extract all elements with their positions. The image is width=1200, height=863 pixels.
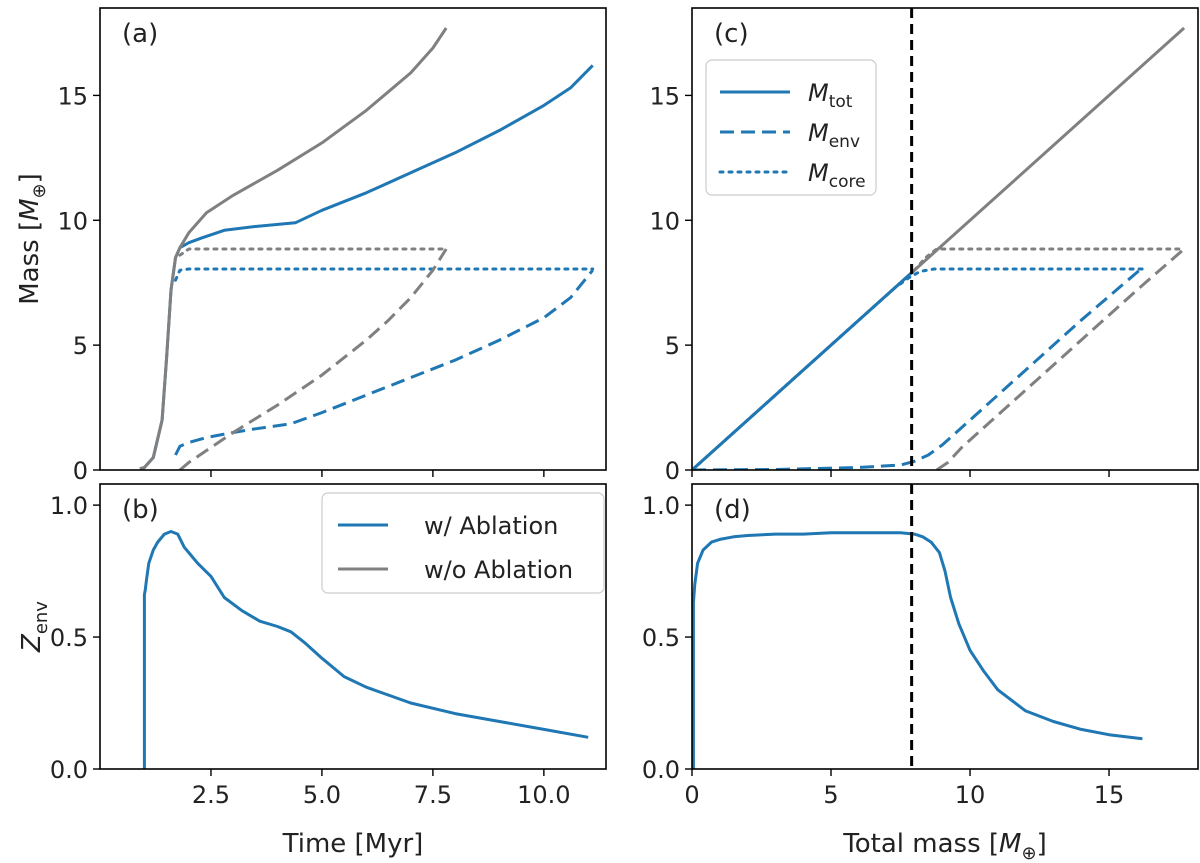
series-env-with-ablation-line (174, 269, 594, 456)
y-axis-label: Zenv (17, 601, 52, 653)
legend: w/ Ablation w/o Ablation (321, 492, 605, 594)
x-tick-label: 7.5 (414, 781, 452, 809)
series-group (142, 530, 589, 769)
plot-frame (99, 7, 607, 471)
x-tick-label: 5.0 (303, 781, 341, 809)
y-tick-label: 15 (649, 82, 680, 110)
x-tick-label: 5 (823, 781, 838, 809)
y-tick-label: 5 (73, 332, 88, 360)
legend-entry: Menv (808, 119, 860, 152)
panel-d: 0 5 10 15 0.0 0.5 1.0 (d) Total mass [M⊕] (642, 483, 1199, 863)
x-tick-label: 2.5 (192, 781, 230, 809)
y-tick-label: 0.0 (642, 756, 680, 784)
series-env-without-ablation-line (935, 247, 1186, 470)
y-tick-label: 0.5 (642, 624, 680, 652)
series-group (139, 27, 595, 470)
series-env-without-ablation-line (178, 248, 448, 470)
legend-entry: Mcore (808, 159, 866, 192)
y-tick-label: 1.0 (642, 492, 680, 520)
x-tick-label: 0 (684, 781, 699, 809)
plot-frame (691, 7, 1199, 471)
x-axis-label: Time [Myr] (282, 829, 424, 859)
series-z-env-with-ablation-line (692, 531, 1143, 769)
legend-entry: Mtot (808, 79, 853, 112)
y-tick-label: 0.0 (50, 756, 88, 784)
plot-frame (691, 483, 1199, 770)
series-core-with-ablation-line (692, 267, 1144, 470)
series-core-without-ablation-line (912, 247, 1186, 272)
y-tick-label: 5 (665, 332, 680, 360)
panel-label: (b) (122, 495, 159, 525)
x-tick-label: 15 (1094, 781, 1125, 809)
y-tick-label: 0 (73, 457, 88, 485)
legend: Mtot Menv Mcore (705, 59, 877, 196)
x-axis-label: Total mass [M⊕] (842, 829, 1046, 863)
x-tick-label: 10.0 (517, 781, 570, 809)
panel-label: (c) (714, 19, 749, 49)
y-axis-label: Mass [M⊕] (15, 173, 50, 305)
legend-entry: w/o Ablation (424, 556, 573, 584)
series-env-with-ablation-line (692, 266, 1144, 470)
y-tick-label: 10 (649, 207, 680, 235)
panel-c: 0 5 10 15 (c) Mtot Menv Mcore (649, 7, 1199, 485)
series-group (692, 8, 1186, 470)
legend-entry: w/ Ablation (424, 512, 558, 540)
panel-b: 2.5 5.0 7.5 10.0 0.0 0.5 1.0 (b) Zenv Time [Myr] w… (17, 483, 607, 859)
series-core-without-ablation-line (178, 247, 448, 257)
series-total-with-ablation-line (139, 64, 594, 470)
panel-label: (d) (714, 495, 751, 525)
x-tick-label: 10 (955, 781, 986, 809)
plot-frame (99, 483, 607, 770)
series-group (692, 484, 1143, 769)
series-z-env-with-ablation-line (142, 530, 589, 769)
panel-a: 0 5 10 15 (a) Mass [M⊕] (15, 7, 607, 485)
y-tick-label: 0 (665, 457, 680, 485)
series-core-with-ablation-line (174, 267, 595, 282)
y-tick-label: 0.5 (50, 624, 88, 652)
y-tick-label: 10 (57, 207, 88, 235)
y-tick-label: 15 (57, 82, 88, 110)
y-tick-label: 1.0 (50, 492, 88, 520)
series-total-with-ablation-line (692, 269, 916, 470)
panel-label: (a) (122, 19, 158, 49)
series-total-without-ablation-line (139, 27, 448, 470)
